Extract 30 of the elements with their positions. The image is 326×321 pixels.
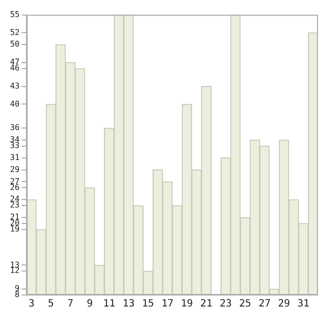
y-tick-label: 33 <box>10 141 20 150</box>
x-tick-label: 23 <box>220 298 232 310</box>
y-tick-label: 19 <box>10 224 20 234</box>
x-tick-label: 15 <box>142 298 154 310</box>
x-tick-label: 21 <box>200 298 212 310</box>
x-tick-label: 27 <box>258 298 271 310</box>
x-tick-label: 17 <box>161 298 174 310</box>
y-tick-label: 40 <box>10 99 20 108</box>
x-tick-label: 29 <box>278 298 290 310</box>
x-tick-label: 3 <box>28 298 35 310</box>
y-tick-label: 13 <box>10 260 20 270</box>
y-tick-label: 31 <box>10 152 20 162</box>
x-tick-label: 13 <box>122 298 135 310</box>
y-tick-label: 29 <box>10 164 20 174</box>
y-tick-label: 46 <box>10 64 20 73</box>
y-tick-label: 8 <box>14 290 20 300</box>
y-tick-label: 36 <box>10 123 20 132</box>
x-tick-label: 7 <box>67 298 74 310</box>
x-tick-label: 31 <box>297 298 310 310</box>
x-tick-label: 25 <box>239 298 252 310</box>
x-tick-label: 11 <box>103 298 116 310</box>
x-tick-label: 5 <box>48 298 54 310</box>
y-tick-label: 43 <box>10 81 20 90</box>
y-tick-label: 50 <box>10 40 20 49</box>
y-tick-label: 23 <box>10 200 20 210</box>
x-tick-label: 9 <box>86 298 93 310</box>
x-tick-label: 19 <box>180 298 193 310</box>
y-tick-label: 26 <box>10 182 20 192</box>
y-tick-label: 55 <box>10 10 20 19</box>
y-tick-label: 52 <box>10 28 20 37</box>
